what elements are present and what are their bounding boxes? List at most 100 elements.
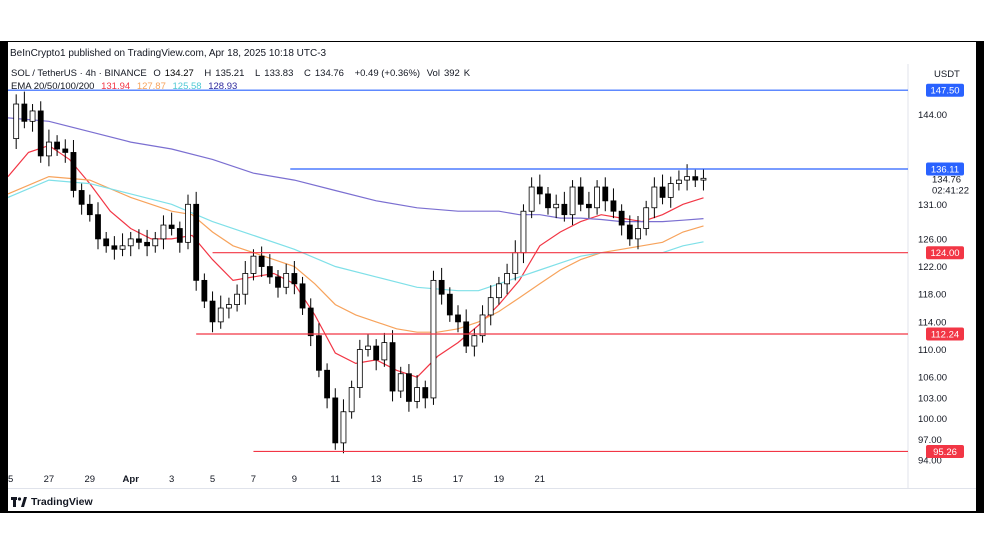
candle-body bbox=[160, 224, 167, 240]
candle-body bbox=[299, 283, 306, 309]
close-value: C 134.76 bbox=[304, 68, 344, 79]
x-tick-label: 9 bbox=[292, 474, 297, 485]
candle-body bbox=[487, 297, 494, 316]
candle-body bbox=[356, 349, 363, 388]
ema100-value: 125.58 bbox=[172, 81, 202, 92]
candle-body bbox=[201, 279, 208, 302]
candle-body bbox=[455, 314, 461, 323]
level-badge bbox=[926, 444, 964, 458]
candle-body bbox=[438, 279, 445, 295]
brand-name: TradingView bbox=[31, 496, 93, 508]
candle-body bbox=[667, 183, 674, 198]
candle-body bbox=[684, 176, 690, 181]
candle-body bbox=[176, 228, 183, 243]
candle-body bbox=[152, 238, 159, 247]
level-label: 136.11 bbox=[931, 164, 959, 175]
candle-body bbox=[332, 397, 339, 444]
candle-body bbox=[700, 177, 707, 181]
y-tick-label: 126.00 bbox=[918, 234, 947, 245]
candle-body bbox=[626, 224, 633, 240]
countdown-label: 02:41:22 bbox=[932, 185, 969, 196]
candle-body bbox=[594, 186, 600, 209]
price-chart[interactable]: 144.00 131.00 126.00 122.00 118.00 114.00 110.… bbox=[8, 42, 976, 488]
candle-body bbox=[316, 335, 322, 371]
candle-body bbox=[209, 300, 216, 323]
symbol-label[interactable]: SOL / TetherUS · 4h · BINANCE bbox=[11, 68, 147, 79]
y-tick-label: 118.00 bbox=[918, 290, 946, 301]
candle-body bbox=[258, 255, 265, 267]
candle-body bbox=[168, 224, 175, 229]
candle-body bbox=[103, 238, 110, 247]
candle-body bbox=[111, 245, 118, 250]
screenshot-frame: BeInCrypto1 published on TradingView.com… bbox=[0, 41, 984, 513]
candle-body bbox=[136, 238, 142, 243]
candle-body bbox=[430, 279, 437, 399]
high-value: H 135.21 bbox=[204, 68, 245, 79]
candle-body bbox=[46, 141, 52, 157]
x-tick-label: 29 bbox=[85, 474, 96, 485]
ema-line-4 bbox=[8, 117, 704, 223]
y-tick-label: 106.00 bbox=[918, 373, 947, 384]
candle-body bbox=[561, 203, 568, 216]
currency-label[interactable]: USDT bbox=[934, 69, 960, 80]
candle-body bbox=[185, 203, 191, 243]
candle-body bbox=[545, 193, 551, 209]
candle-body bbox=[226, 304, 232, 309]
level-badge bbox=[926, 83, 964, 97]
level-label: 112.24 bbox=[931, 330, 959, 341]
x-tick-label: 15 bbox=[412, 474, 423, 485]
candle-body bbox=[29, 110, 36, 122]
candle-body bbox=[389, 342, 396, 392]
candle-body bbox=[651, 186, 658, 209]
candle-body bbox=[406, 373, 412, 402]
candle-body bbox=[659, 186, 666, 198]
candle-body bbox=[54, 141, 60, 150]
candle-body bbox=[70, 152, 77, 191]
candle-body bbox=[242, 273, 249, 295]
candle-body bbox=[365, 345, 371, 350]
level-label: 95.26 bbox=[933, 447, 957, 458]
candle-body bbox=[618, 210, 625, 226]
candle-body bbox=[95, 214, 101, 240]
y-tick-label: 94.00 bbox=[918, 456, 942, 467]
candle-body bbox=[676, 179, 682, 184]
ema-legend[interactable]: EMA 20/50/100/200 131.94 127.87 125.58 1… bbox=[11, 81, 241, 92]
candle-body bbox=[569, 186, 576, 216]
tradingview-logo[interactable]: TradingView bbox=[11, 496, 93, 508]
volume-value: Vol 392 K bbox=[426, 68, 471, 79]
candle-body bbox=[553, 203, 560, 209]
candle-body bbox=[422, 387, 429, 399]
y-tick-label: 110.00 bbox=[918, 345, 946, 356]
last-price-label: 134.76 bbox=[932, 174, 961, 185]
x-tick-label: 21 bbox=[535, 474, 546, 485]
candle-body bbox=[144, 241, 150, 247]
candle-body bbox=[37, 110, 44, 157]
candle-body bbox=[291, 273, 298, 285]
y-tick-label: 103.00 bbox=[918, 393, 947, 404]
y-tick-label: 122.00 bbox=[918, 262, 947, 273]
candle-body bbox=[348, 387, 355, 413]
candle-body bbox=[127, 238, 134, 247]
candle-body bbox=[119, 245, 126, 250]
candle-body bbox=[193, 203, 200, 281]
x-tick-label: 19 bbox=[494, 474, 505, 485]
ema200-value: 128.93 bbox=[208, 81, 238, 92]
y-tick-label: 144.00 bbox=[918, 110, 947, 121]
ema50-value: 127.87 bbox=[136, 81, 166, 92]
candle-body bbox=[250, 255, 257, 274]
level-badge bbox=[926, 246, 964, 260]
candle-body bbox=[520, 210, 527, 254]
x-tick-label: 13 bbox=[371, 474, 382, 485]
candle-body bbox=[13, 103, 20, 140]
change-value: +0.49 (+0.36%) bbox=[354, 68, 421, 79]
candle-body bbox=[217, 307, 224, 323]
candle-body bbox=[610, 200, 617, 212]
candle-body bbox=[283, 273, 290, 288]
y-tick-label: 114.00 bbox=[918, 317, 946, 328]
x-tick-label: Apr bbox=[123, 474, 140, 485]
candle-body bbox=[479, 314, 486, 337]
candle-body bbox=[635, 228, 641, 240]
candle-body bbox=[373, 345, 380, 361]
candle-body bbox=[528, 186, 535, 212]
candle-body bbox=[692, 176, 699, 181]
